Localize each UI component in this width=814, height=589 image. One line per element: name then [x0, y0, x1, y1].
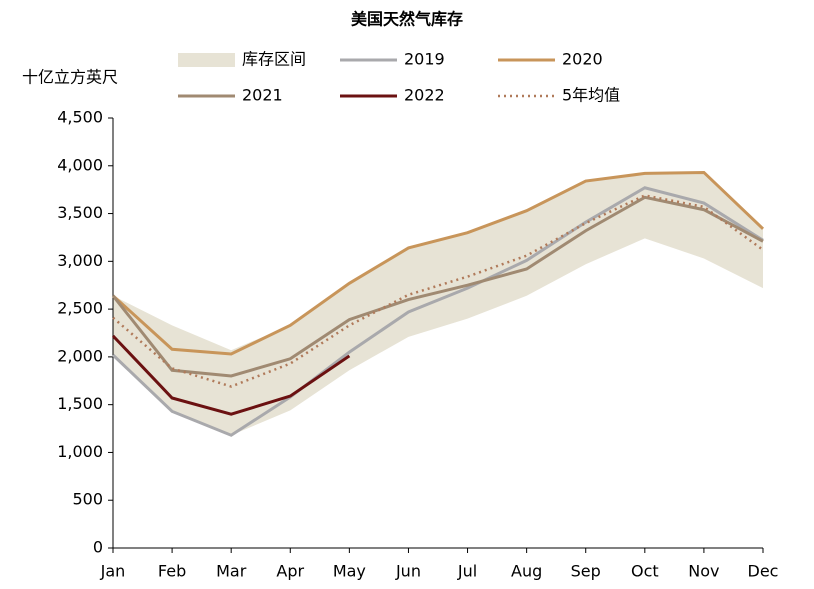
range-band	[113, 172, 763, 436]
chart-title: 美国天然气库存	[351, 10, 463, 29]
y-axis-label: 十亿立方英尺	[22, 68, 118, 87]
x-tick-label: Mar	[216, 562, 247, 581]
legend-swatch	[178, 53, 235, 67]
x-tick-label: Sep	[571, 562, 601, 581]
line-series	[112, 194, 764, 388]
legend-label: 库存区间	[242, 50, 306, 69]
legend-label: 5年均值	[562, 86, 620, 105]
x-tick-label: Feb	[158, 562, 186, 581]
legend-label: 2020	[562, 50, 603, 69]
x-tick-label: Oct	[631, 562, 659, 581]
y-tick-label: 0	[93, 538, 103, 557]
y-tick-label: 1,000	[57, 442, 103, 461]
line-series	[111, 186, 764, 437]
x-tick-label: Jul	[457, 562, 477, 581]
legend-label: 2019	[404, 50, 445, 69]
y-tick-label: 2,000	[57, 346, 103, 365]
y-tick-label: 500	[72, 490, 103, 509]
y-tick-label: 3,000	[57, 251, 103, 270]
y-tick-label: 3,500	[57, 203, 103, 222]
legend-label: 2021	[242, 86, 283, 105]
legend-label: 2022	[404, 86, 445, 105]
y-tick-label: 4,000	[57, 155, 103, 174]
line-series	[111, 334, 351, 416]
x-tick-label: Jun	[395, 562, 421, 581]
y-tick-label: 4,500	[57, 108, 103, 127]
x-tick-label: Aug	[511, 562, 542, 581]
line-series	[111, 170, 765, 356]
line-series	[111, 195, 764, 378]
x-tick-label: Jan	[100, 562, 126, 581]
x-tick-label: May	[333, 562, 366, 581]
y-tick-label: 1,500	[57, 394, 103, 413]
x-tick-label: Nov	[688, 562, 719, 581]
x-tick-label: Apr	[276, 562, 304, 581]
y-tick-label: 2,500	[57, 299, 103, 318]
x-tick-label: Dec	[748, 562, 779, 581]
